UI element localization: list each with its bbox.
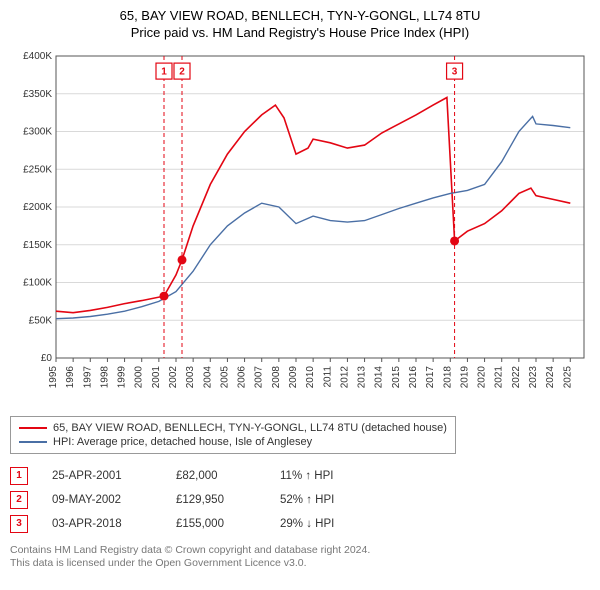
svg-text:£150K: £150K — [23, 240, 52, 251]
svg-text:2019: 2019 — [459, 365, 470, 388]
transaction-price: £82,000 — [176, 470, 256, 482]
svg-text:2023: 2023 — [528, 365, 539, 388]
svg-text:2021: 2021 — [494, 365, 505, 388]
transaction-row: 3 03-APR-2018 £155,000 29% ↓ HPI — [10, 512, 590, 536]
footer-line-1: Contains HM Land Registry data © Crown c… — [10, 544, 590, 558]
footer-line-2: This data is licensed under the Open Gov… — [10, 557, 590, 571]
svg-text:2012: 2012 — [339, 365, 350, 388]
transactions-table: 1 25-APR-2001 £82,000 11% ↑ HPI 2 09-MAY-2002… — [10, 464, 590, 536]
legend: 65, BAY VIEW ROAD, BENLLECH, TYN-Y-GONGL… — [10, 416, 456, 454]
svg-text:2017: 2017 — [425, 365, 436, 388]
title-line-1: 65, BAY VIEW ROAD, BENLLECH, TYN-Y-GONGL… — [10, 8, 590, 25]
svg-text:2001: 2001 — [151, 365, 162, 388]
transaction-price: £155,000 — [176, 518, 256, 530]
svg-text:2003: 2003 — [185, 365, 196, 388]
svg-text:2016: 2016 — [408, 365, 419, 388]
svg-text:£350K: £350K — [23, 89, 52, 100]
legend-item: HPI: Average price, detached house, Isle… — [19, 435, 447, 449]
svg-text:2015: 2015 — [391, 365, 402, 388]
transaction-badge: 3 — [10, 515, 28, 533]
svg-text:2004: 2004 — [202, 365, 213, 388]
legend-label: 65, BAY VIEW ROAD, BENLLECH, TYN-Y-GONGL… — [53, 422, 447, 434]
svg-text:£0: £0 — [41, 353, 53, 364]
svg-text:2010: 2010 — [305, 365, 316, 388]
svg-text:£100K: £100K — [23, 277, 52, 288]
svg-text:£300K: £300K — [23, 126, 52, 137]
svg-text:2000: 2000 — [134, 365, 145, 388]
transaction-row: 1 25-APR-2001 £82,000 11% ↑ HPI — [10, 464, 590, 488]
svg-text:2007: 2007 — [254, 365, 265, 388]
svg-text:2005: 2005 — [219, 365, 230, 388]
svg-text:1995: 1995 — [48, 365, 59, 388]
svg-text:2022: 2022 — [511, 365, 522, 388]
svg-text:2011: 2011 — [322, 365, 333, 387]
svg-text:£200K: £200K — [23, 202, 52, 213]
transaction-pct: 52% ↑ HPI — [280, 494, 370, 506]
svg-text:2018: 2018 — [442, 365, 453, 388]
svg-text:2013: 2013 — [357, 365, 368, 388]
svg-text:2002: 2002 — [168, 365, 179, 388]
transaction-row: 2 09-MAY-2002 £129,950 52% ↑ HPI — [10, 488, 590, 512]
svg-text:2009: 2009 — [288, 365, 299, 388]
transaction-price: £129,950 — [176, 494, 256, 506]
svg-text:1999: 1999 — [117, 365, 128, 388]
svg-text:3: 3 — [452, 66, 458, 77]
legend-swatch — [19, 427, 47, 429]
transaction-date: 25-APR-2001 — [52, 470, 152, 482]
svg-text:£400K: £400K — [23, 51, 52, 62]
legend-item: 65, BAY VIEW ROAD, BENLLECH, TYN-Y-GONGL… — [19, 421, 447, 435]
svg-text:1997: 1997 — [82, 365, 93, 388]
transaction-pct: 11% ↑ HPI — [280, 470, 370, 482]
svg-text:2025: 2025 — [562, 365, 573, 388]
footer-attribution: Contains HM Land Registry data © Crown c… — [10, 544, 590, 571]
legend-swatch — [19, 441, 47, 443]
transaction-pct: 29% ↓ HPI — [280, 518, 370, 530]
svg-text:£50K: £50K — [29, 315, 53, 326]
svg-text:2008: 2008 — [271, 365, 282, 388]
title-line-2: Price paid vs. HM Land Registry's House … — [10, 25, 590, 42]
svg-text:1: 1 — [161, 66, 167, 77]
legend-label: HPI: Average price, detached house, Isle… — [53, 436, 312, 448]
svg-text:2024: 2024 — [545, 365, 556, 388]
price-chart: £0 £50K £100K £150K £200K £250K £300K £350K £400… — [10, 48, 590, 408]
transaction-badge: 2 — [10, 491, 28, 509]
transaction-badge: 1 — [10, 467, 28, 485]
svg-text:1996: 1996 — [65, 365, 76, 388]
svg-text:1998: 1998 — [99, 365, 110, 388]
svg-text:2014: 2014 — [374, 365, 385, 388]
transaction-date: 09-MAY-2002 — [52, 494, 152, 506]
svg-text:2: 2 — [179, 66, 185, 77]
svg-text:2020: 2020 — [477, 365, 488, 388]
transaction-date: 03-APR-2018 — [52, 518, 152, 530]
svg-text:2006: 2006 — [237, 365, 248, 388]
svg-text:£250K: £250K — [23, 164, 52, 175]
